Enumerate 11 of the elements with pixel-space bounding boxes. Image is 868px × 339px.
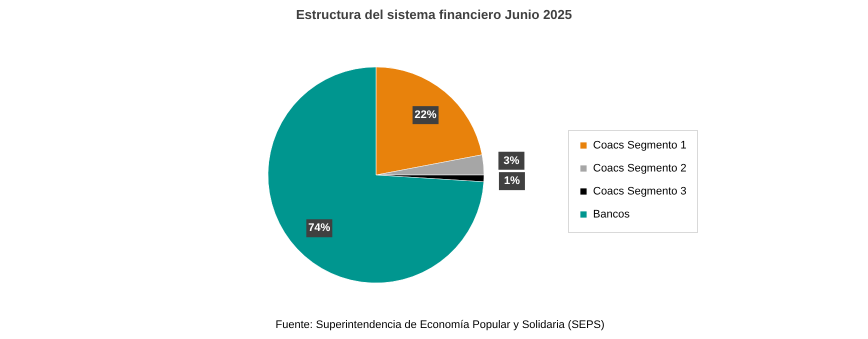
legend-label: Coacs Segmento 2 (593, 162, 687, 174)
data-label: 1% (504, 175, 520, 188)
legend-label: Coacs Segmento 3 (593, 186, 687, 198)
legend-label: Bancos (593, 208, 630, 220)
data-label: 3% (503, 154, 520, 167)
data-label: 22% (414, 109, 437, 122)
source-note: Fuente: Superintendencia de Economía Popular y Solidaria (SEPS) (276, 319, 604, 331)
chart-title: Estructura del sistema financiero Junio 2025 (296, 7, 572, 22)
legend-label: Coacs Segmento 1 (593, 140, 687, 152)
pie-slice (268, 66, 484, 284)
data-label: 74% (308, 222, 331, 234)
